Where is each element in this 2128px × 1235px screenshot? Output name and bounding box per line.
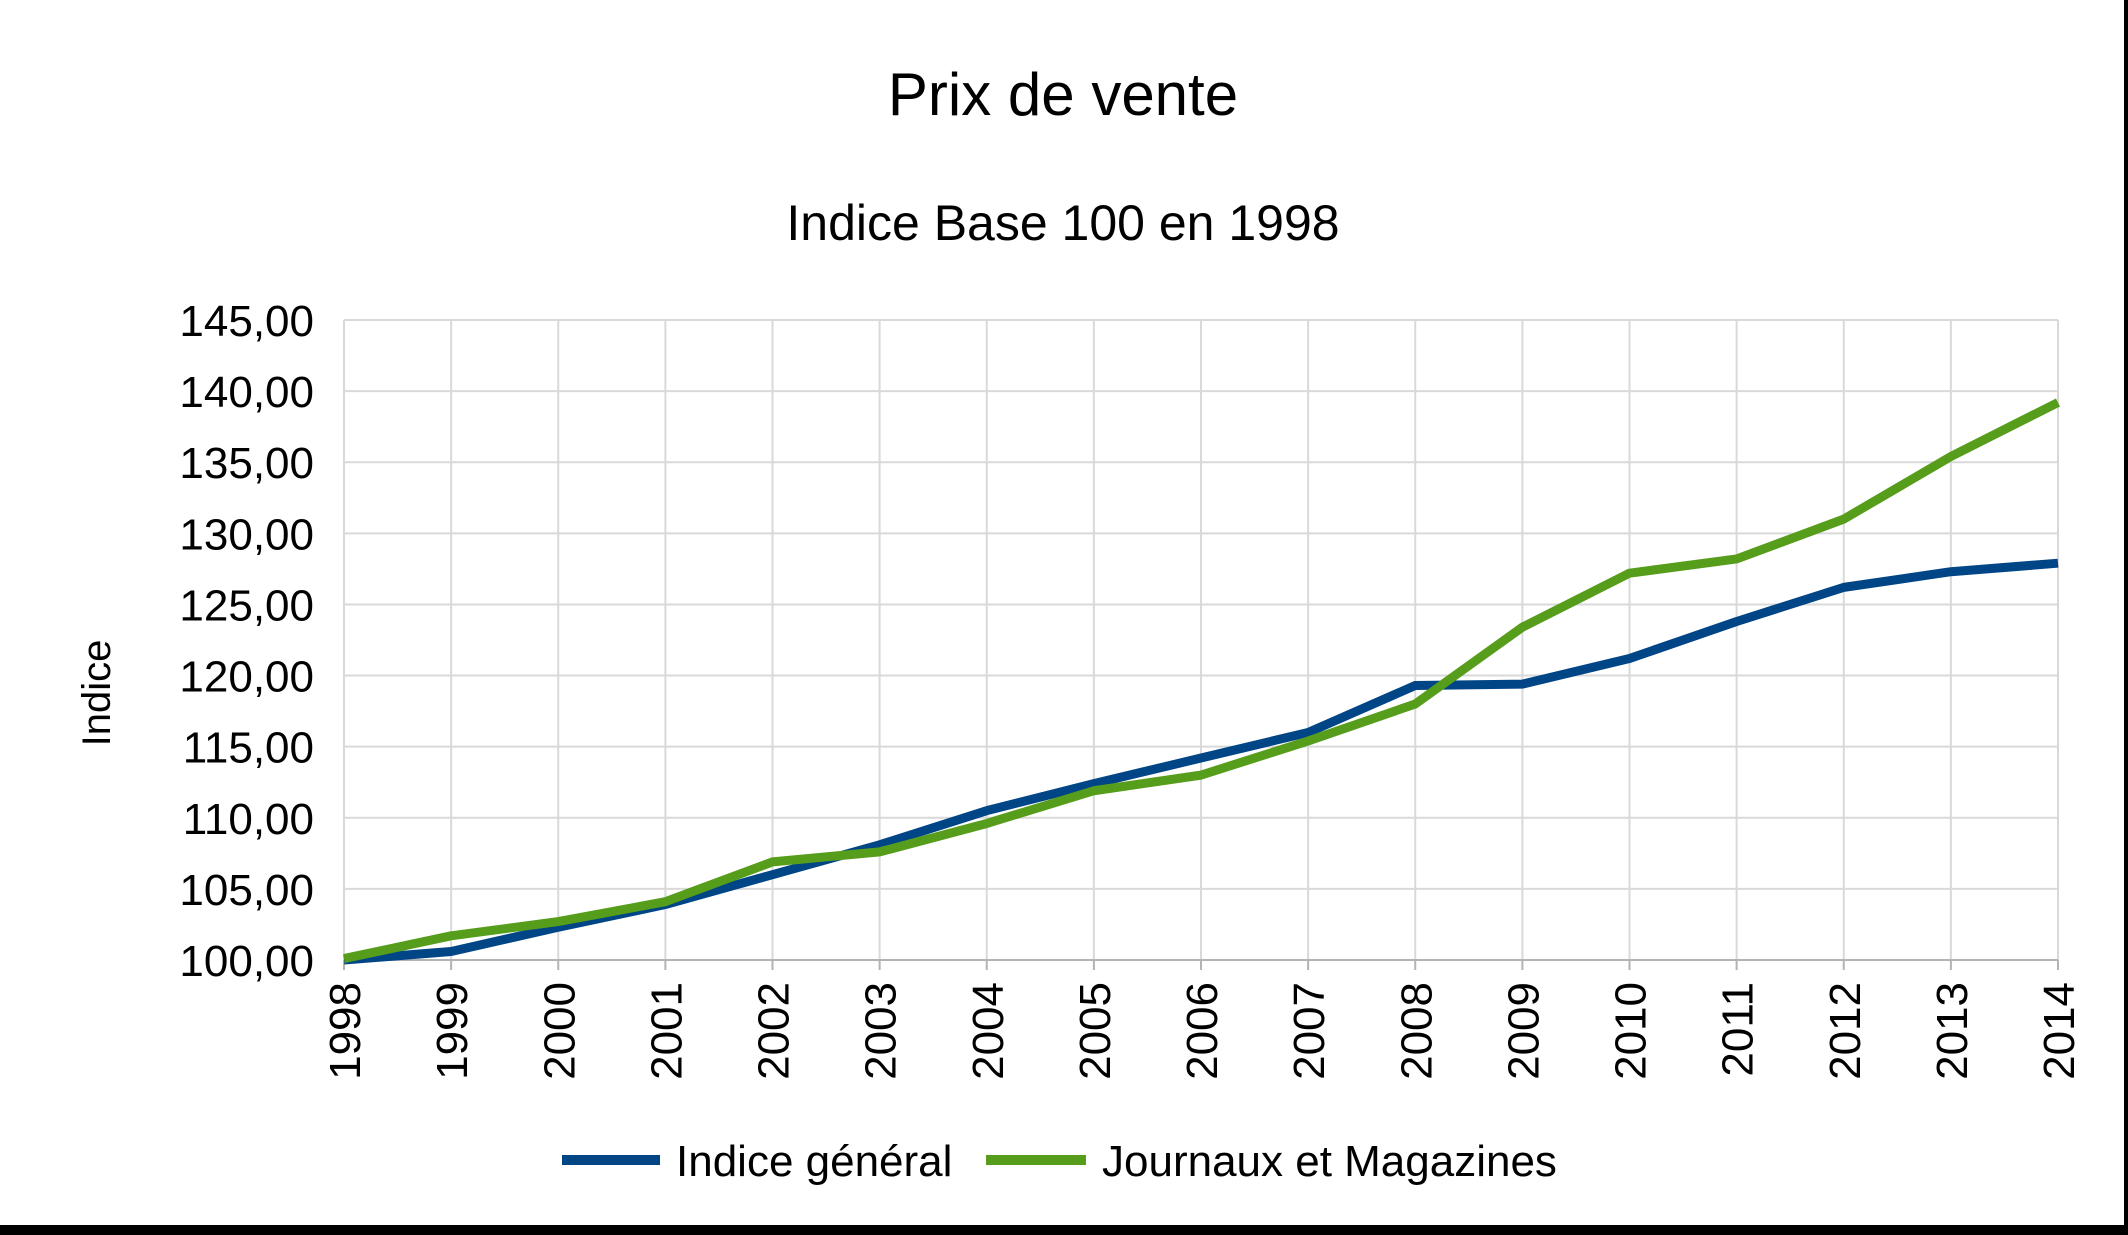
bottom-border bbox=[0, 1225, 2128, 1235]
y-tick-label: 110,00 bbox=[183, 795, 314, 844]
y-tick-label: 135,00 bbox=[179, 439, 314, 488]
y-tick-label: 115,00 bbox=[183, 724, 314, 773]
x-tick-label: 2012 bbox=[1821, 982, 1870, 1080]
x-axis-ticks: 1998 1999 2000 2001 2002 2003 2004 2005 2006 2007… bbox=[321, 982, 2084, 1080]
x-tick-label: 2009 bbox=[1499, 982, 1548, 1080]
axes bbox=[343, 959, 2059, 970]
series-lines bbox=[343, 398, 2061, 965]
y-tick-label: 100,00 bbox=[179, 937, 314, 986]
y-tick-label: 130,00 bbox=[179, 510, 314, 559]
y-tick-label: 120,00 bbox=[179, 653, 314, 702]
x-tick-label: 2000 bbox=[535, 982, 584, 1080]
x-tick-label: 2001 bbox=[642, 982, 691, 1080]
y-axis-label: Indice bbox=[75, 640, 119, 747]
x-tick-label: 2005 bbox=[1071, 982, 1120, 1080]
right-border bbox=[2124, 0, 2128, 1235]
x-tick-label: 2014 bbox=[2035, 982, 2084, 1080]
legend-label-2: Journaux et Magazines bbox=[1102, 1137, 1557, 1186]
y-tick-label: 140,00 bbox=[179, 368, 314, 417]
x-tick-label: 2003 bbox=[857, 982, 906, 1080]
series-line-2 bbox=[343, 398, 2061, 963]
x-tick-label: 2004 bbox=[964, 982, 1013, 1080]
x-tick-label: 1998 bbox=[321, 982, 370, 1080]
y-axis-ticks: 100,00 105,00 110,00 115,00 120,00 125,00 130,… bbox=[179, 297, 314, 986]
legend-label-1: Indice général bbox=[676, 1137, 952, 1186]
gridlines bbox=[343, 319, 2059, 961]
x-tick-label: 2011 bbox=[1714, 982, 1763, 1077]
x-tick-label: 2002 bbox=[750, 982, 799, 1080]
x-tick-label: 2008 bbox=[1392, 982, 1441, 1080]
x-tick-label: 2013 bbox=[1928, 982, 1977, 1080]
x-tick-label: 1999 bbox=[428, 982, 477, 1080]
y-tick-label: 145,00 bbox=[179, 297, 314, 346]
y-tick-label: 105,00 bbox=[179, 866, 314, 915]
x-tick-label: 2010 bbox=[1607, 982, 1656, 1080]
chart-subtitle: Indice Base 100 en 1998 bbox=[786, 195, 1339, 251]
x-tick-label: 2007 bbox=[1285, 982, 1334, 1080]
chart-title: Prix de vente bbox=[888, 61, 1238, 128]
y-tick-label: 125,00 bbox=[179, 581, 314, 630]
x-tick-label: 2006 bbox=[1178, 982, 1227, 1080]
legend: Indice général Journaux et Magazines bbox=[562, 1137, 1557, 1186]
